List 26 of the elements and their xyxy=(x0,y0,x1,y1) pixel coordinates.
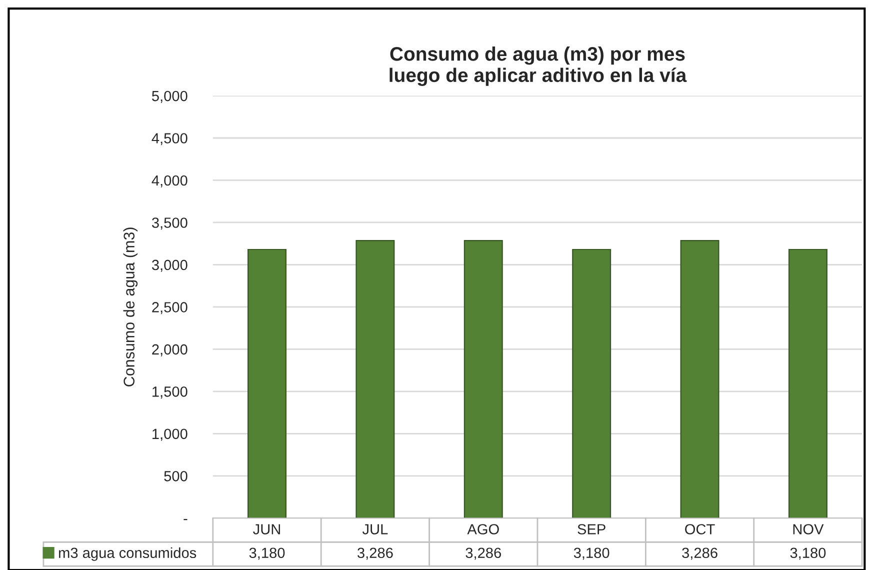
data-label: 3,286 xyxy=(466,548,501,560)
data-label: 3,286 xyxy=(682,548,718,560)
x-tick-label: OCT xyxy=(685,524,715,534)
y-tick-label: 5,000 xyxy=(152,90,188,103)
data-label: 3,180 xyxy=(790,548,826,560)
data-label: 3,286 xyxy=(358,548,393,560)
data-label: 3,180 xyxy=(249,548,285,560)
data-label: 3,180 xyxy=(574,548,610,560)
y-tick-label: 500 xyxy=(164,470,188,482)
y-tick-label: - xyxy=(184,518,188,520)
x-tick-label: SEP xyxy=(578,524,606,534)
y-tick-label: 1,500 xyxy=(152,386,188,399)
x-tick-label: AGO xyxy=(467,524,499,534)
x-tick-label: NOV xyxy=(793,524,824,534)
y-tick-label: 2,000 xyxy=(152,344,188,356)
x-tick-label: JUN xyxy=(253,524,280,534)
legend-label: m3 agua consumidos xyxy=(59,547,196,561)
chart-title: Consumo de agua (m3) por mes luego de aplicar aditivo en la vía xyxy=(390,46,687,86)
y-tick-label: 1,000 xyxy=(152,428,188,441)
y-tick-label: 4,500 xyxy=(152,133,188,146)
y-tick-label: 4,000 xyxy=(152,175,188,188)
y-axis-title: Consumo de agua (m3) xyxy=(123,228,138,386)
y-tick-label: 3,000 xyxy=(152,260,188,272)
y-tick-label: 3,500 xyxy=(152,218,188,230)
y-tick-label: 2,500 xyxy=(152,302,188,314)
x-tick-label: JUL xyxy=(362,524,388,534)
